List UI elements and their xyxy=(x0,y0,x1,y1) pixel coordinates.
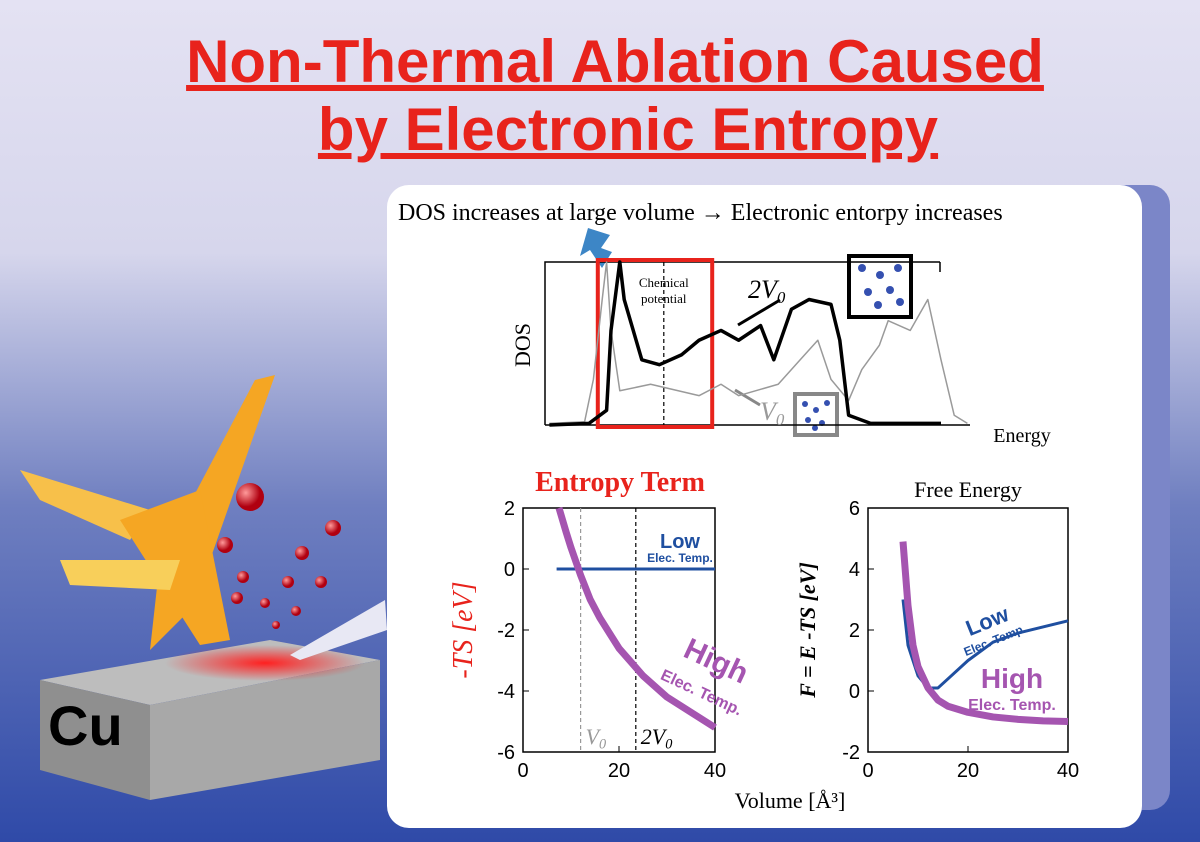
v-line-label: 2V0 xyxy=(641,724,673,752)
v-line-label-sub: 0 xyxy=(665,736,672,752)
material-label: Cu xyxy=(48,694,123,757)
series-label-main: V xyxy=(760,397,779,426)
series-label: High Elec. Temp. xyxy=(968,663,1056,714)
v-line-label: V0 xyxy=(586,724,607,752)
y-tick-label: 6 xyxy=(849,498,860,520)
panel xyxy=(387,185,1142,828)
series-label-sub: 0 xyxy=(777,288,786,307)
series-line xyxy=(899,541,1069,725)
y-tick-label: 2 xyxy=(504,498,515,520)
x-tick-label: 20 xyxy=(957,760,979,782)
series-label-sub: 0 xyxy=(776,410,785,429)
series-line xyxy=(549,260,941,427)
x-tick-label: 0 xyxy=(517,760,528,782)
pointer-arrow xyxy=(734,388,761,407)
x-tick-label: 0 xyxy=(862,760,873,782)
series-note: Elec. Temp. xyxy=(968,697,1056,714)
v-line-label-main: V xyxy=(586,724,602,749)
y-tick-label: -6 xyxy=(497,742,515,764)
y-tick-label: -2 xyxy=(497,620,515,642)
series-label-main: 2V xyxy=(748,275,780,304)
x-tick-label: 40 xyxy=(1057,760,1079,782)
v-line-label-sub: 0 xyxy=(599,736,606,752)
series-name: High xyxy=(981,663,1043,694)
pointer-arrow xyxy=(737,298,781,327)
caption: DOS increases at large volume → Electron… xyxy=(398,200,1003,226)
series-name: Low xyxy=(660,531,700,553)
x-axis-label: Volume [Å³] xyxy=(735,788,846,813)
series-line xyxy=(555,507,717,731)
series-label: 2V0 xyxy=(748,275,786,307)
y-tick-label: 2 xyxy=(849,620,860,642)
chart-title: Entropy Term xyxy=(535,467,705,498)
annotation: potential xyxy=(641,291,687,306)
y-tick-label: -4 xyxy=(497,681,515,703)
y-tick-label: 0 xyxy=(504,559,515,581)
title-line: by Electronic Entropy xyxy=(318,96,939,163)
y-axis-label: F = E -TS [eV] xyxy=(795,562,820,699)
series-label: V0 xyxy=(760,397,785,429)
y-tick-label: 0 xyxy=(849,681,860,703)
chart-title: Free Energy xyxy=(914,477,1022,502)
x-axis-label: Energy xyxy=(993,425,1050,447)
v-line-label-main: 2V xyxy=(641,724,668,749)
y-axis-label: -TS [eV] xyxy=(448,581,479,678)
y-tick-label: -2 xyxy=(842,742,860,764)
x-tick-label: 40 xyxy=(704,760,726,782)
crystal-inset xyxy=(793,254,913,437)
annotation: Chemical xyxy=(639,275,689,290)
series-note: Elec. Temp. xyxy=(647,551,713,565)
title-line: Non-Thermal Ablation Caused xyxy=(186,28,1044,95)
illustration: Cu xyxy=(20,375,387,800)
series-line xyxy=(549,261,968,425)
x-tick-label: 20 xyxy=(608,760,630,782)
y-tick-label: 4 xyxy=(849,559,860,581)
y-axis-label: DOS xyxy=(510,323,535,367)
